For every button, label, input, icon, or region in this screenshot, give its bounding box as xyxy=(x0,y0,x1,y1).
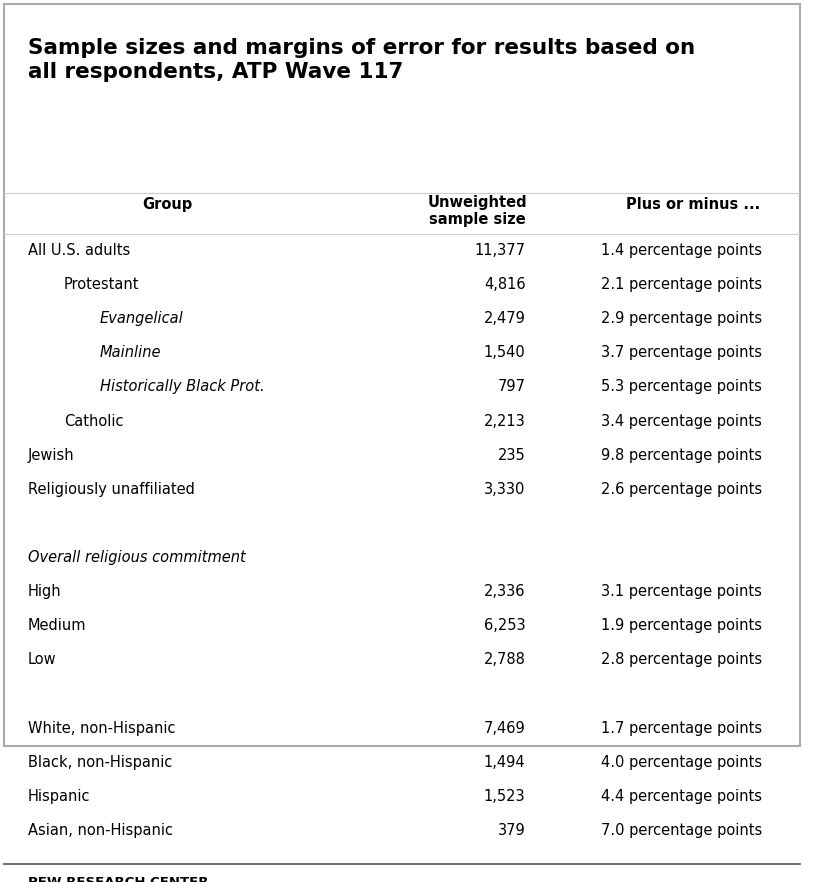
Text: Unweighted
sample size: Unweighted sample size xyxy=(428,195,528,228)
Text: 1,523: 1,523 xyxy=(484,789,526,804)
Text: High: High xyxy=(28,584,61,599)
Text: Jewish: Jewish xyxy=(28,448,75,463)
Text: 1.9 percentage points: 1.9 percentage points xyxy=(601,618,762,633)
Text: All U.S. adults: All U.S. adults xyxy=(28,243,130,258)
Text: 2.8 percentage points: 2.8 percentage points xyxy=(601,653,763,668)
Text: 2.1 percentage points: 2.1 percentage points xyxy=(601,277,763,292)
Text: 5.3 percentage points: 5.3 percentage points xyxy=(601,379,762,394)
Text: Religiously unaffiliated: Religiously unaffiliated xyxy=(28,482,195,497)
Text: Sample sizes and margins of error for results based on
all respondents, ATP Wave: Sample sizes and margins of error for re… xyxy=(28,38,696,81)
Text: 7.0 percentage points: 7.0 percentage points xyxy=(601,823,763,838)
Text: 2,479: 2,479 xyxy=(484,311,526,326)
Text: 1.7 percentage points: 1.7 percentage points xyxy=(601,721,763,736)
Text: 7,469: 7,469 xyxy=(484,721,526,736)
Text: Mainline: Mainline xyxy=(100,346,161,361)
Text: White, non-Hispanic: White, non-Hispanic xyxy=(28,721,176,736)
Text: 2,213: 2,213 xyxy=(484,414,526,429)
Text: 2.9 percentage points: 2.9 percentage points xyxy=(601,311,763,326)
Text: Black, non-Hispanic: Black, non-Hispanic xyxy=(28,755,172,770)
Text: 11,377: 11,377 xyxy=(475,243,526,258)
Text: Catholic: Catholic xyxy=(64,414,123,429)
Text: PEW RESEARCH CENTER: PEW RESEARCH CENTER xyxy=(28,876,208,882)
Text: 235: 235 xyxy=(498,448,526,463)
Text: 2,788: 2,788 xyxy=(484,653,526,668)
Text: 3.7 percentage points: 3.7 percentage points xyxy=(601,346,762,361)
Text: 4.4 percentage points: 4.4 percentage points xyxy=(601,789,762,804)
Text: 1,494: 1,494 xyxy=(484,755,526,770)
Text: Medium: Medium xyxy=(28,618,87,633)
Text: 4,816: 4,816 xyxy=(484,277,526,292)
Text: 797: 797 xyxy=(497,379,526,394)
Text: 2.6 percentage points: 2.6 percentage points xyxy=(601,482,763,497)
Text: Historically Black Prot.: Historically Black Prot. xyxy=(100,379,265,394)
Text: 3.1 percentage points: 3.1 percentage points xyxy=(601,584,762,599)
Text: 3,330: 3,330 xyxy=(484,482,526,497)
Text: Group: Group xyxy=(142,197,192,212)
Text: Plus or minus ...: Plus or minus ... xyxy=(626,197,760,212)
Text: Evangelical: Evangelical xyxy=(100,311,183,326)
Text: Overall religious commitment: Overall religious commitment xyxy=(28,550,246,565)
Text: 9.8 percentage points: 9.8 percentage points xyxy=(601,448,762,463)
Text: 3.4 percentage points: 3.4 percentage points xyxy=(601,414,762,429)
Text: Protestant: Protestant xyxy=(64,277,139,292)
Text: 2,336: 2,336 xyxy=(484,584,526,599)
Text: Asian, non-Hispanic: Asian, non-Hispanic xyxy=(28,823,173,838)
Text: Low: Low xyxy=(28,653,56,668)
Text: 1,540: 1,540 xyxy=(484,346,526,361)
Text: 6,253: 6,253 xyxy=(484,618,526,633)
Text: Hispanic: Hispanic xyxy=(28,789,91,804)
Text: 4.0 percentage points: 4.0 percentage points xyxy=(601,755,763,770)
Text: 379: 379 xyxy=(498,823,526,838)
Text: 1.4 percentage points: 1.4 percentage points xyxy=(601,243,762,258)
